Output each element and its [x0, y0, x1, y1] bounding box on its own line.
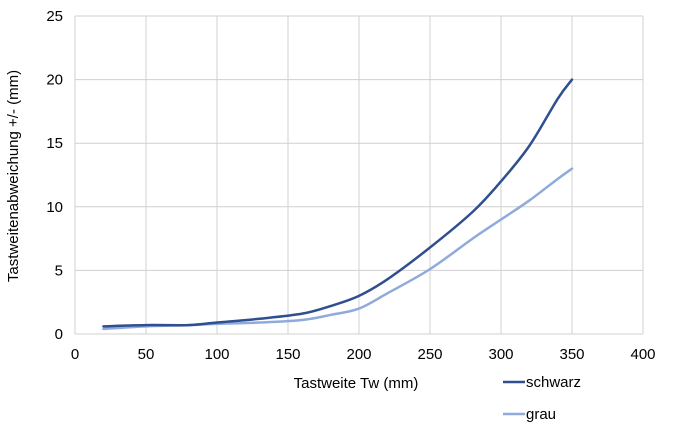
x-tick-label: 200 [346, 346, 371, 363]
y-tick-label: 5 [55, 262, 63, 279]
x-tick-label: 50 [138, 346, 155, 363]
y-tick-label: 15 [46, 135, 63, 152]
x-tick-label: 350 [559, 346, 584, 363]
y-tick-label: 10 [46, 199, 63, 216]
legend-label-schwarz: schwarz [526, 374, 581, 391]
grid [74, 15, 644, 335]
legend: schwarz grau [503, 374, 581, 423]
y-tick-label: 25 [46, 8, 63, 25]
y-tick-label: 20 [46, 72, 63, 89]
x-tick-label: 100 [204, 346, 229, 363]
y-axis-label: Tastweitenabweichung +/- (mm) [5, 70, 22, 282]
y-tick-label: 0 [55, 326, 63, 343]
legend-label-grau: grau [526, 406, 556, 423]
x-tick-label: 300 [488, 346, 513, 363]
x-tick-label: 400 [630, 346, 655, 363]
x-tick-label: 150 [275, 346, 300, 363]
x-tick-label: 250 [417, 346, 442, 363]
x-axis-label: Tastweite Tw (mm) [294, 375, 419, 392]
x-tick-label: 0 [71, 346, 79, 363]
series-line-schwarz [102, 78, 574, 328]
series-lines [102, 78, 574, 331]
